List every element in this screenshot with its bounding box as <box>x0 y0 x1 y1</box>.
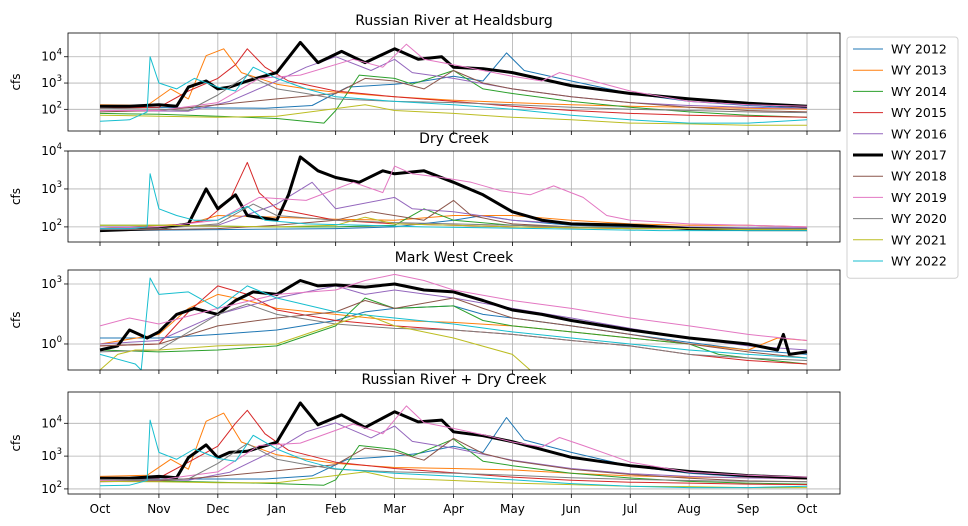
series-group <box>99 40 808 126</box>
legend-label: WY 2018 <box>891 169 947 184</box>
legend-item-wy-2020: WY 2020 <box>853 211 947 226</box>
y-axis-label: cfs <box>9 73 23 90</box>
legend-label: WY 2022 <box>891 254 947 269</box>
series-line-wy-2017 <box>100 401 808 480</box>
x-tick-label: Jun <box>561 502 581 516</box>
legend-item-wy-2013: WY 2013 <box>853 63 947 78</box>
legend-item-wy-2015: WY 2015 <box>853 105 947 120</box>
y-tick-label: 103 <box>41 275 62 291</box>
subplot-title: Mark West Creek <box>395 250 514 266</box>
x-tick-label: Nov <box>147 502 170 516</box>
series-line-wy-2019 <box>99 165 808 230</box>
series-line-wy-2016 <box>99 56 808 112</box>
series-line-wy-2022 <box>99 56 808 124</box>
subplot-title: Russian River + Dry Creek <box>361 372 547 388</box>
legend-label: WY 2013 <box>891 63 947 78</box>
legend: WY 2012 WY 2013 WY 2014 WY 2015 WY 2016 WY 20… <box>846 36 959 279</box>
x-tick-label: Jan <box>267 502 287 516</box>
x-tick-label: Apr <box>443 502 464 516</box>
series-line-wy-2021 <box>99 313 531 370</box>
y-axis-label: cfs <box>9 188 23 205</box>
series-line-wy-2019 <box>99 273 808 341</box>
series-line-wy-2014 <box>99 70 808 124</box>
y-tick-label: 102 <box>41 480 62 496</box>
axes-frame <box>67 150 841 243</box>
series-group <box>99 273 808 370</box>
x-tick-label: Oct <box>797 502 818 516</box>
axes-frame <box>67 391 841 495</box>
x-tick-label: Aug <box>677 502 700 516</box>
series-line-wy-2019 <box>99 405 808 481</box>
legend-label: WY 2019 <box>891 190 947 205</box>
legend-item-wy-2018: WY 2018 <box>853 169 947 184</box>
series-line-wy-2021 <box>99 471 807 489</box>
series-line-wy-2015 <box>99 409 808 486</box>
subplot-dry-creek: 102 103 104 Dry Creek cfs <box>9 131 841 246</box>
subplot-mark-west-creek: 100 103 Mark West Creek cfs <box>9 250 841 374</box>
subplot-title: Dry Creek <box>419 131 490 147</box>
series-line-wy-2020 <box>99 74 808 114</box>
legend-box <box>846 36 959 279</box>
y-tick-label: 103 <box>41 74 62 90</box>
series-line-wy-2016 <box>99 422 808 481</box>
series-line-wy-2017 <box>99 279 808 356</box>
y-tick-label: 104 <box>41 142 62 158</box>
axes-frame <box>67 269 841 371</box>
legend-label: WY 2021 <box>891 232 947 247</box>
x-tick-label: Oct <box>90 502 111 516</box>
y-axis-label: cfs <box>9 434 23 451</box>
series-line-wy-2020 <box>99 303 808 361</box>
series-line-wy-2022 <box>99 419 808 489</box>
legend-label: WY 2012 <box>891 42 947 57</box>
subplot-russian-river-at-healdsburg: 102 103 104 Russian River at Healdsburg cfs <box>9 13 841 135</box>
series-line-wy-2018 <box>99 437 808 483</box>
x-tick-label: Jul <box>622 502 637 516</box>
legend-item-wy-2019: WY 2019 <box>853 190 947 205</box>
subplot-title: Russian River at Healdsburg <box>355 13 553 29</box>
y-tick-label: 102 <box>41 100 62 116</box>
series-line-wy-2022 <box>100 173 807 232</box>
subplot-russian-river-dry-creek: 102 103 104 Russian River + Dry Creek cfs Oct… <box>9 372 841 516</box>
series-line-wy-2017 <box>100 40 808 108</box>
y-tick-label: 102 <box>41 218 62 234</box>
y-tick-label: 103 <box>41 447 62 463</box>
series-line-wy-2018 <box>99 297 808 359</box>
series-line-wy-2021 <box>99 104 807 126</box>
series-line-wy-2018 <box>99 70 808 113</box>
y-axis-label: cfs <box>9 311 23 328</box>
legend-item-wy-2021: WY 2021 <box>853 232 947 247</box>
legend-label: WY 2020 <box>891 211 947 226</box>
legend-item-wy-2012: WY 2012 <box>853 42 947 57</box>
series-line-wy-2013 <box>99 412 808 480</box>
series-line-wy-2014 <box>99 297 808 365</box>
series-line-wy-2017 <box>99 155 807 233</box>
y-tick-label: 104 <box>41 414 62 430</box>
x-tick-label: May <box>500 502 525 516</box>
series-line-wy-2013 <box>99 48 808 110</box>
y-tick-label: 100 <box>41 335 62 351</box>
legend-item-wy-2014: WY 2014 <box>853 84 947 99</box>
x-tick-label: Dec <box>206 502 229 516</box>
legend-label: WY 2015 <box>891 105 947 120</box>
axes-frame <box>67 32 841 132</box>
legend-label: WY 2016 <box>891 126 947 141</box>
x-tick-label: Sep <box>737 502 760 516</box>
legend-label: WY 2014 <box>891 84 947 99</box>
y-tick-label: 103 <box>41 180 62 196</box>
legend-item-wy-2016: WY 2016 <box>853 126 947 141</box>
series-group <box>99 401 808 489</box>
legend-item-wy-2022: WY 2022 <box>853 254 947 269</box>
series-line-wy-2019 <box>100 43 808 111</box>
legend-label: WY 2017 <box>891 148 947 163</box>
series-line-wy-2021 <box>100 216 807 231</box>
series-line-wy-2022 <box>99 277 808 370</box>
series-line-wy-2013 <box>99 215 808 230</box>
x-tick-label: Mar <box>383 502 406 516</box>
series-group <box>99 155 808 233</box>
legend-item-wy-2017: WY 2017 <box>853 148 947 163</box>
x-tick-label: Feb <box>325 502 346 516</box>
y-tick-label: 104 <box>41 48 62 64</box>
